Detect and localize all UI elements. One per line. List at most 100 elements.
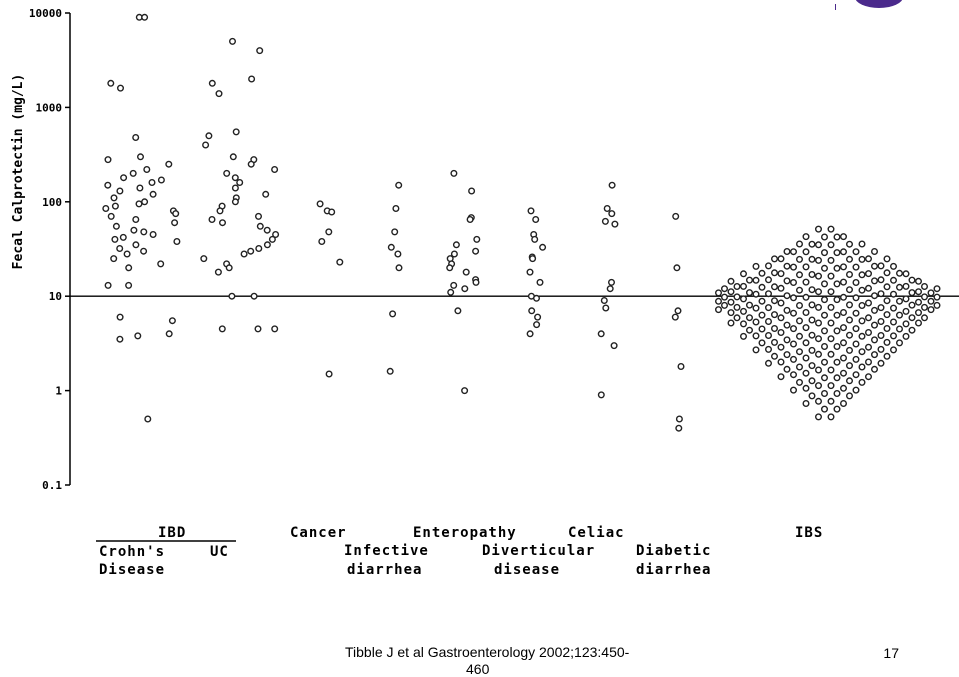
- data-point: [877, 359, 885, 367]
- data-point: [752, 346, 760, 354]
- data-point: [802, 233, 810, 241]
- data-point: [140, 228, 148, 236]
- data-point: [247, 247, 255, 255]
- data-point: [783, 277, 791, 285]
- data-point: [107, 212, 115, 220]
- data-point: [890, 304, 898, 312]
- data-point: [821, 280, 829, 288]
- data-point: [796, 255, 804, 263]
- data-point: [318, 237, 326, 245]
- data-point: [529, 255, 537, 263]
- data-point: [673, 264, 681, 272]
- data-point: [833, 311, 841, 319]
- data-point: [796, 240, 804, 248]
- y-tick-label: 10: [49, 290, 62, 303]
- data-point: [846, 271, 854, 279]
- data-point: [858, 363, 866, 371]
- data-point: [840, 324, 848, 332]
- data-point: [608, 210, 616, 218]
- data-point: [715, 297, 723, 305]
- data-point: [144, 415, 152, 423]
- group-label-ibd: IBD: [158, 525, 186, 541]
- data-point: [534, 313, 542, 321]
- data-point: [740, 307, 748, 315]
- data-point: [871, 306, 879, 314]
- data-point: [527, 207, 535, 215]
- data-point: [135, 200, 143, 208]
- group-label-infective: Infective: [344, 543, 429, 559]
- data-point: [216, 207, 224, 215]
- data-point: [777, 358, 785, 366]
- data-point: [462, 268, 470, 276]
- data-point: [157, 176, 165, 184]
- data-point: [840, 339, 848, 347]
- data-point: [136, 184, 144, 192]
- data-point: [852, 371, 860, 379]
- data-point: [852, 279, 860, 287]
- data-point: [871, 292, 879, 300]
- data-point: [802, 324, 810, 332]
- data-point: [808, 286, 816, 294]
- data-point: [771, 297, 779, 305]
- data-point: [908, 289, 916, 297]
- data-point: [808, 271, 816, 279]
- data-point: [102, 204, 110, 212]
- data-point: [883, 297, 891, 305]
- data-point: [796, 378, 804, 386]
- data-point: [262, 190, 270, 198]
- data-point: [328, 208, 336, 216]
- data-point: [808, 392, 816, 400]
- data-point: [833, 280, 841, 288]
- data-point: [389, 310, 397, 318]
- data-point: [865, 284, 873, 292]
- data-point: [896, 297, 904, 305]
- data-point: [601, 217, 609, 225]
- data-point: [715, 289, 723, 297]
- data-point: [915, 309, 923, 317]
- data-point: [466, 215, 474, 223]
- data-point: [827, 319, 835, 327]
- data-point: [852, 294, 860, 302]
- data-point: [902, 320, 910, 328]
- data-point: [450, 281, 458, 289]
- data-point: [123, 250, 131, 258]
- data-point: [902, 270, 910, 278]
- data-point: [752, 304, 760, 312]
- data-point: [896, 325, 904, 333]
- data-point: [765, 359, 773, 367]
- data-point: [790, 263, 798, 271]
- data-point: [858, 348, 866, 356]
- data-point: [202, 141, 210, 149]
- data-point: [254, 325, 262, 333]
- data-point: [740, 295, 748, 303]
- data-point: [758, 269, 766, 277]
- data-point: [129, 169, 137, 177]
- data-point: [168, 317, 176, 325]
- data-point: [250, 292, 258, 300]
- data-point: [110, 194, 118, 202]
- data-point: [255, 244, 263, 252]
- y-tick-label: 1: [55, 385, 62, 398]
- data-point: [116, 335, 124, 343]
- data-point: [871, 351, 879, 359]
- data-point: [890, 332, 898, 340]
- data-point: [392, 204, 400, 212]
- data-point: [531, 235, 539, 243]
- data-point: [733, 283, 741, 291]
- data-point: [740, 270, 748, 278]
- data-point: [468, 187, 476, 195]
- data-point: [208, 215, 216, 223]
- data-point: [840, 248, 848, 256]
- data-point: [827, 303, 835, 311]
- data-point: [603, 204, 611, 212]
- data-point: [815, 335, 823, 343]
- data-point: [821, 327, 829, 335]
- data-point: [447, 288, 455, 296]
- data-point: [852, 309, 860, 317]
- data-point: [165, 330, 173, 338]
- series-group: [316, 200, 344, 378]
- data-point: [852, 325, 860, 333]
- citation-line1: Tibble J et al Gastroenterology 2002;123…: [345, 644, 630, 660]
- data-point: [802, 278, 810, 286]
- data-point: [136, 153, 144, 161]
